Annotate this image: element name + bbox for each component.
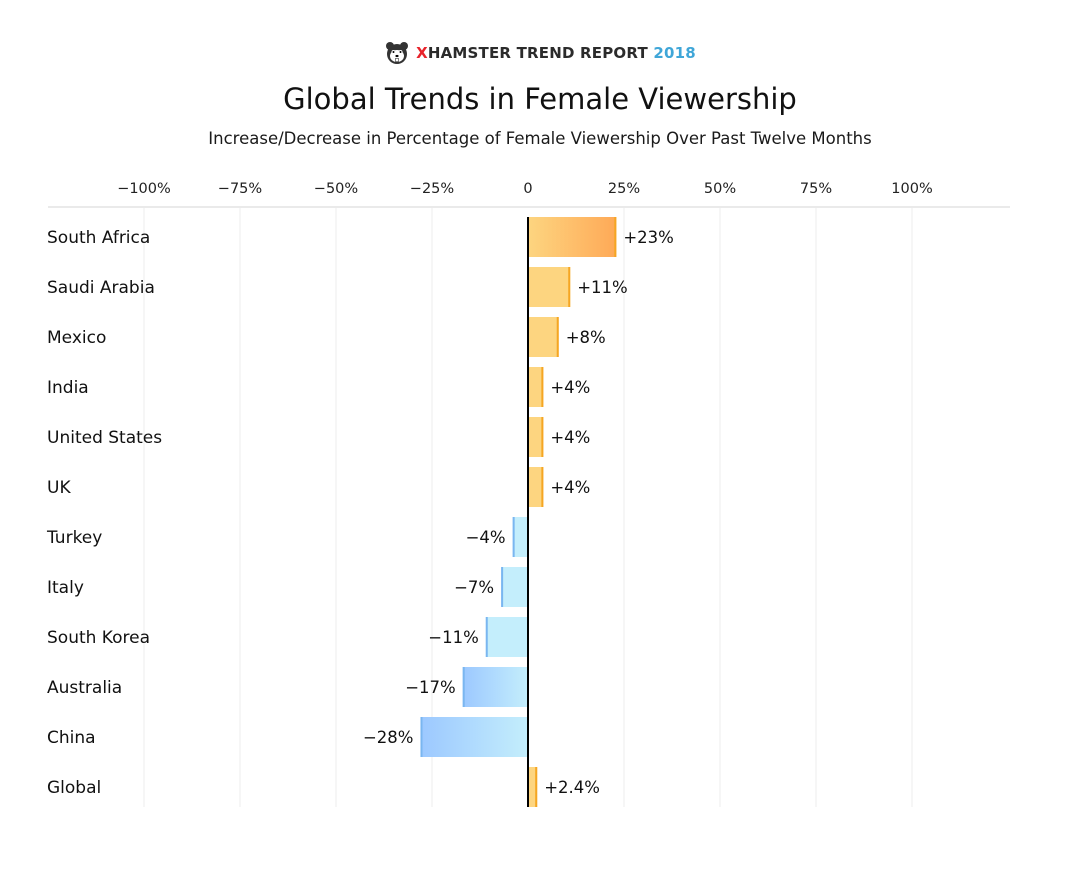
tick-label: 50% [704,181,736,197]
category-label: South Africa [47,228,150,248]
category-label: United States [47,428,162,448]
labels: South Africa +23% Saudi Arabia +11% Mexico +8… [46,228,674,798]
tick-label: 100% [891,181,932,197]
bar-edge [541,467,544,507]
bar-edge [541,367,544,407]
category-label: Global [47,778,101,798]
bar-edge [462,667,465,707]
bar [528,767,538,807]
bar [512,517,528,557]
bar [528,417,544,457]
bar-edge [420,717,423,757]
tick-label: 25% [608,181,640,197]
bar-edge [535,767,538,807]
tick-label: −25% [410,181,454,197]
value-label: −17% [405,678,456,697]
bar [462,667,528,707]
chart-subtitle: Increase/Decrease in Percentage of Femal… [208,129,872,148]
value-label: +2.4% [544,778,600,797]
brand-name: HAMSTER TREND REPORT [427,44,648,62]
category-label: Italy [47,578,84,598]
category-label: China [47,728,96,748]
tick-label: 75% [800,181,832,197]
tick-label: −100% [117,181,171,197]
value-label: −28% [363,728,414,747]
bars [420,217,617,807]
brand-header: XHAMSTER TREND REPORT 2018 [0,40,1080,66]
bar-edge [485,617,488,657]
category-label: Mexico [47,328,106,348]
category-label: Australia [47,678,122,698]
value-label: +23% [623,228,674,247]
bar [485,617,528,657]
value-label: +11% [577,278,628,297]
tick-label: −75% [218,181,262,197]
bar-edge [556,317,559,357]
bar [501,567,528,607]
bar-edge [501,567,504,607]
category-label: Turkey [46,528,102,548]
value-label: −11% [428,628,479,647]
bar-edge [512,517,515,557]
category-label: Saudi Arabia [47,278,155,298]
x-axis-ticks: −100% −75% −50% −25% 0 25% 50% 75% 100% [117,181,933,197]
grid-lines [48,206,1010,807]
category-label: UK [47,478,71,498]
bar [528,217,617,257]
value-label: +8% [566,328,606,347]
value-label: +4% [550,478,590,497]
value-label: −7% [454,578,494,597]
category-label: South Korea [47,628,150,648]
brand-title: XHAMSTER TREND REPORT 2018 [416,44,696,62]
category-label: India [47,378,89,398]
bar-edge [541,417,544,457]
bar-edge [614,217,617,257]
bar [528,467,544,507]
tick-label: −50% [314,181,358,197]
value-label: +4% [550,378,590,397]
bar [528,317,559,357]
bar [420,717,528,757]
brand-year: 2018 [653,44,696,62]
tick-label: 0 [523,181,532,197]
value-label: +4% [550,428,590,447]
bar [528,367,544,407]
bar-edge [568,267,571,307]
chart-title: Global Trends in Female Viewership [283,82,797,116]
hamster-logo-icon [386,42,409,64]
bar [528,267,571,307]
value-label: −4% [466,528,506,547]
brand-x-letter: X [416,44,428,62]
